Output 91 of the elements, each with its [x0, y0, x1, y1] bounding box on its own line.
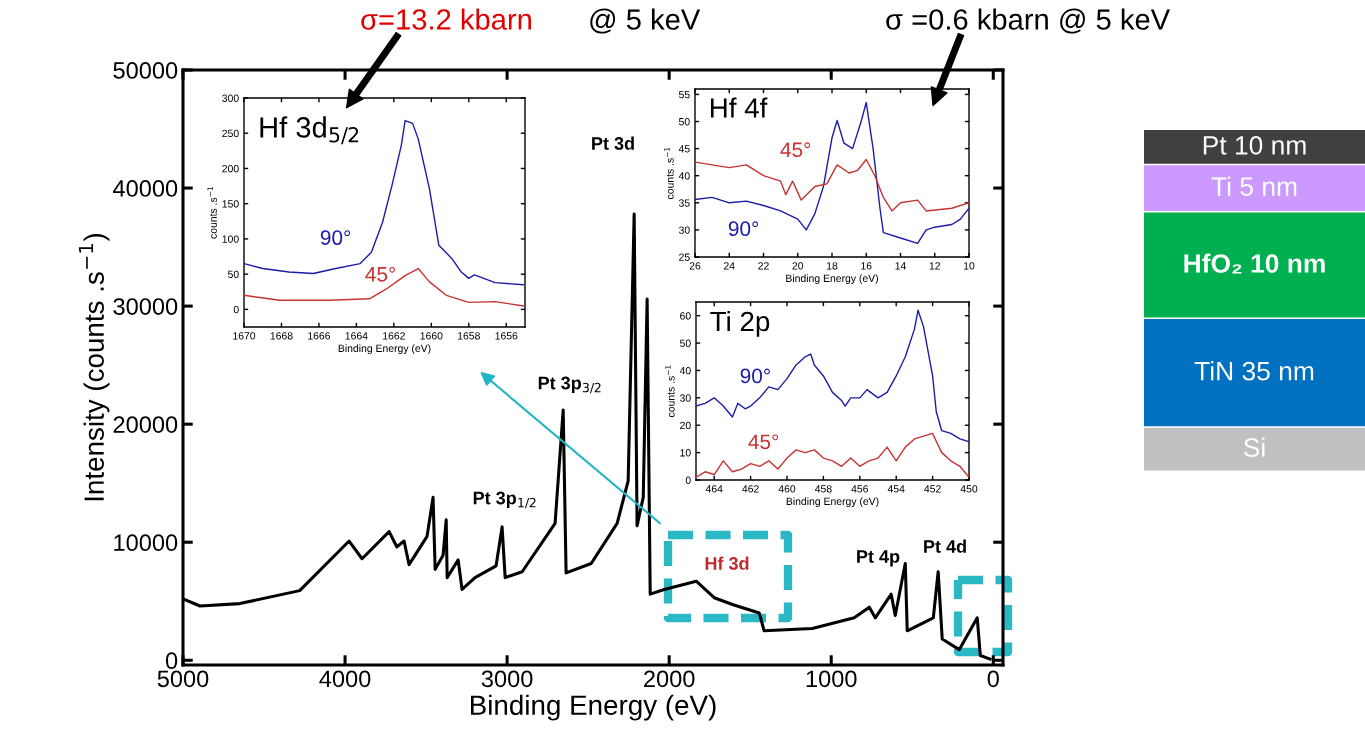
x-tick-label: 3000	[481, 670, 533, 688]
x-tick-label: 22	[758, 262, 769, 270]
series-label: 45°	[748, 434, 779, 450]
y-tick-label: 55	[678, 91, 690, 99]
y-tick-label: 150	[222, 200, 239, 208]
y-tick-label: 20	[680, 421, 691, 430]
x-tick-label: 2000	[644, 670, 695, 688]
y-tick-label: 10	[680, 449, 691, 457]
series-label: 90°	[728, 221, 759, 237]
y-tick-label: 60	[680, 312, 691, 320]
text: σ=13.2 kbarn	[361, 8, 531, 30]
y-tick-label: 45	[678, 145, 690, 153]
y-axis-title: Intensity (counts .s$^{−1}$)	[78, 233, 110, 501]
y-tick-label: 50000	[113, 62, 178, 79]
annotation: Pt 3p$_{1/2}$	[473, 491, 536, 509]
x-axis-title: Binding Energy (eV)	[786, 497, 879, 508]
y-tick-label: 40	[679, 366, 691, 375]
x-tick-label: 458	[814, 485, 832, 493]
x-tick-label: 452	[924, 485, 941, 493]
y-tick-label: 300	[222, 94, 239, 102]
y-tick-label: 0	[233, 305, 239, 314]
x-tick-label: 0	[987, 670, 999, 688]
line-series	[244, 267, 524, 307]
y-tick-label: 50	[679, 339, 691, 347]
y-tick-label: 35	[678, 199, 690, 207]
x-tick-label: 462	[742, 485, 759, 493]
series-label: 45°	[365, 266, 396, 282]
series-label: 90°	[740, 368, 770, 384]
x-axis-title: Binding Energy (eV)	[338, 344, 431, 355]
text: Hf 3d$_{5/2}$	[260, 116, 359, 145]
chart-title: Ti 2p	[710, 310, 770, 337]
text: σ =0.6 kbarn @ 5 keV	[886, 8, 1171, 34]
x-tick-label: 10	[964, 262, 975, 270]
y-axis-title: counts .s$^{−1}$	[664, 147, 674, 200]
x-tick-label: 450	[960, 485, 978, 493]
x-tick-label: 1658	[458, 332, 480, 340]
x-tick-label: 20	[792, 262, 804, 270]
y-axis-title: counts .s$^{−1}$	[207, 187, 217, 239]
y-tick-label: 40000	[113, 180, 178, 197]
annotation: Pt 3d	[592, 136, 634, 150]
annotation: Hf 3d	[705, 556, 749, 570]
x-tick-label: 1664	[345, 332, 368, 340]
x-tick-label: 1000	[806, 670, 857, 688]
x-tick-label: 14	[895, 262, 906, 270]
annotation: Pt 3p$_{3/2}$	[538, 376, 601, 394]
annotation: Pt 4p	[857, 550, 900, 567]
text: Ti 5 nm	[1211, 176, 1297, 196]
x-tick-label: 1662	[383, 332, 405, 340]
x-tick-label: 456	[851, 485, 869, 493]
x-tick-label: 1668	[270, 332, 293, 340]
x-tick-label: 1670	[233, 332, 256, 340]
y-tick-label: 30	[679, 394, 691, 402]
y-axis-title: counts .s$^{−1}$	[665, 365, 675, 418]
x-axis-title: Binding Energy (eV)	[786, 274, 878, 285]
y-tick-label: 30	[678, 226, 690, 234]
y-tick-label: 0	[165, 652, 178, 670]
annotation: Pt 4d	[924, 539, 966, 553]
x-axis-title: Binding Energy (eV)	[470, 694, 716, 721]
y-tick-label: 30000	[113, 298, 178, 315]
x-tick-label: 1666	[308, 332, 331, 340]
x-tick-label: 1660	[420, 332, 443, 340]
y-tick-label: 0	[685, 476, 691, 484]
series-label: 45°	[780, 142, 811, 158]
text: Si	[1243, 437, 1265, 457]
x-tick-label: 16	[861, 262, 872, 270]
line-series	[695, 158, 969, 212]
x-tick-label: 26	[689, 262, 701, 270]
y-tick-label: 50	[227, 270, 239, 279]
y-tick-label: 200	[222, 164, 239, 173]
text: @ 5 keV	[590, 8, 701, 34]
y-tick-label: 100	[222, 235, 239, 243]
y-tick-label: 50	[678, 118, 690, 126]
y-tick-label: 25	[679, 253, 690, 261]
x-tick-label: 4000	[319, 670, 371, 688]
x-tick-label: 5000	[157, 670, 209, 688]
text: HfO₂ 10 nm	[1184, 253, 1325, 274]
x-tick-label: 454	[887, 485, 905, 493]
y-tick-label: 40	[678, 172, 690, 180]
y-tick-label: 20000	[113, 416, 178, 433]
x-tick-label: 12	[929, 262, 941, 270]
y-tick-label: 10000	[114, 534, 178, 552]
chart-title: Hf 4f	[710, 97, 768, 118]
x-tick-label: 464	[705, 485, 723, 493]
text: Pt 10 nm	[1203, 136, 1306, 155]
text: TiN 35 nm	[1194, 361, 1314, 381]
x-tick-label: 1656	[495, 332, 518, 340]
x-tick-label: 18	[827, 262, 838, 270]
x-tick-label: 24	[723, 262, 735, 270]
x-tick-label: 460	[778, 485, 796, 493]
y-tick-label: 250	[222, 129, 239, 138]
series-label: 90°	[320, 230, 351, 246]
